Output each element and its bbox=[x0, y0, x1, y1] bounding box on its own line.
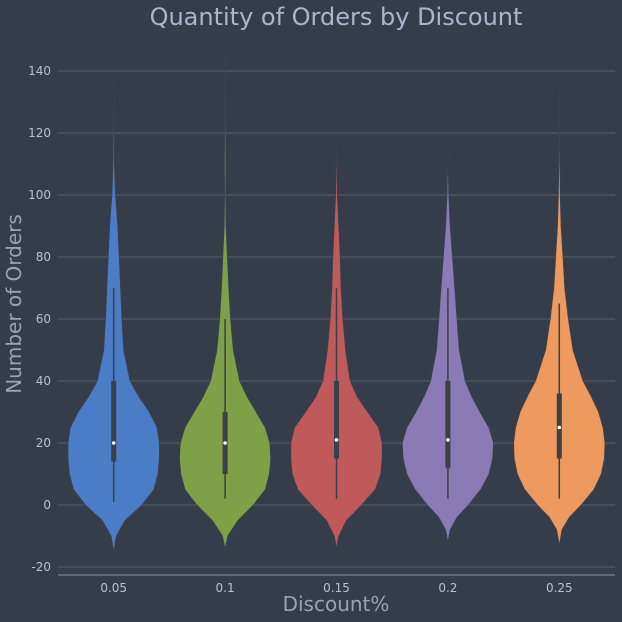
violin-median-dot bbox=[557, 425, 562, 430]
x-tick-labels: 0.05 0.1 0.15 0.2 0.25 bbox=[100, 581, 572, 595]
violin-iqr-box bbox=[445, 381, 451, 468]
x-tick-label: 0.15 bbox=[323, 581, 350, 595]
y-tick-label: 0 bbox=[43, 498, 51, 512]
x-tick-label: 0.05 bbox=[100, 581, 127, 595]
x-axis-label: Discount% bbox=[283, 592, 390, 616]
violin-iqr-box bbox=[111, 381, 117, 462]
violins bbox=[67, 52, 606, 552]
violin-median-dot bbox=[223, 441, 227, 445]
y-tick-label: 80 bbox=[36, 250, 51, 264]
x-tick-label: 0.2 bbox=[438, 581, 457, 595]
y-tick-labels: -20 0 20 40 60 80 100 120 140 bbox=[28, 64, 51, 574]
x-tick-label: 0.25 bbox=[546, 581, 573, 595]
y-axis-label: Number of Orders bbox=[2, 214, 26, 394]
y-tick-label: 100 bbox=[28, 188, 51, 202]
y-tick-label: 120 bbox=[28, 126, 51, 140]
x-tick-label: 0.1 bbox=[216, 581, 235, 595]
y-tick-label: 40 bbox=[36, 374, 51, 388]
y-tick-label: 20 bbox=[36, 436, 51, 450]
violin-median-dot bbox=[334, 438, 339, 442]
violin-median-dot bbox=[111, 441, 116, 445]
violin-median-dot bbox=[446, 438, 450, 442]
y-tick-label: 140 bbox=[28, 64, 51, 78]
violin-body bbox=[179, 52, 272, 549]
chart-title: Quantity of Orders by Discount bbox=[150, 3, 523, 31]
y-tick-label: 60 bbox=[36, 312, 51, 326]
y-tick-label: -20 bbox=[31, 560, 51, 574]
violin-iqr-box bbox=[334, 381, 339, 459]
